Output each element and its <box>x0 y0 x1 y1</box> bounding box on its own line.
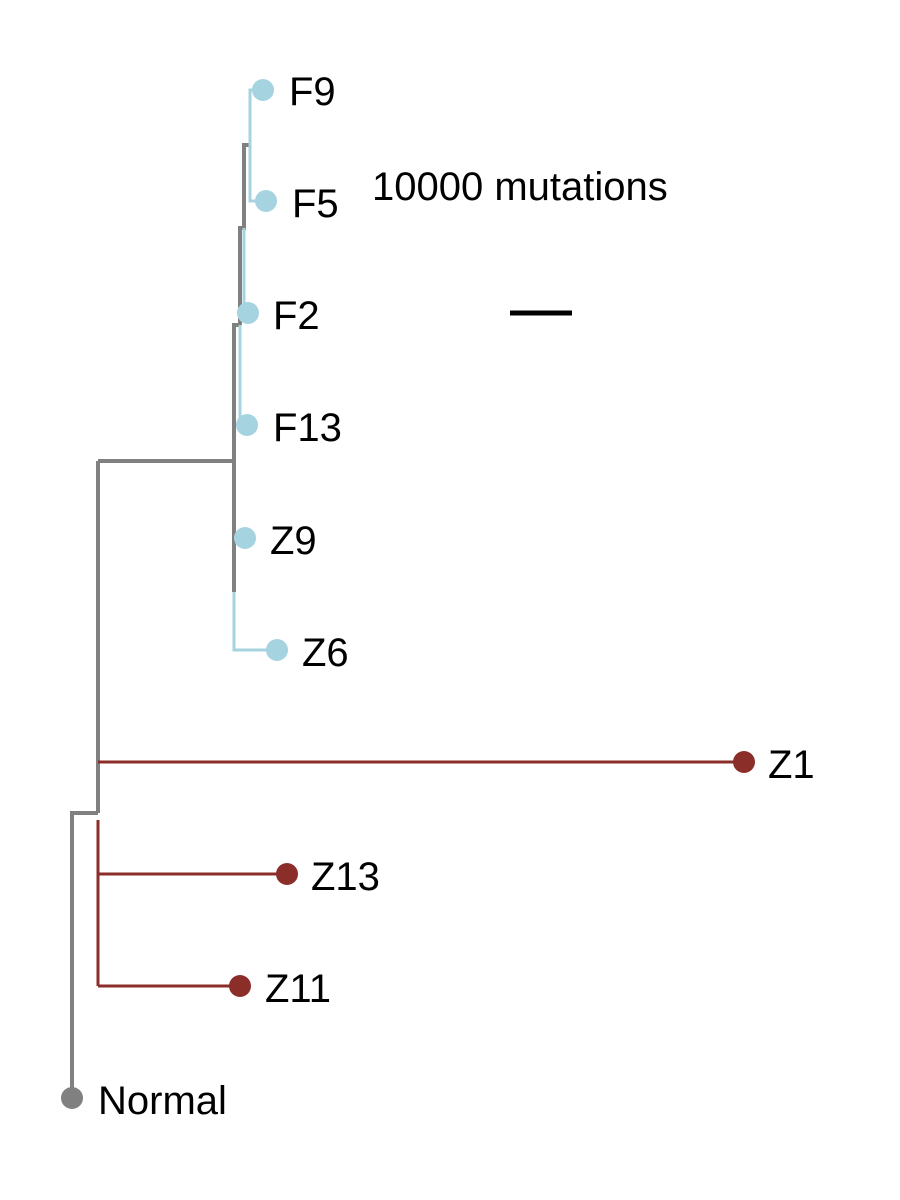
tip-label-z11: Z11 <box>265 967 331 1011</box>
tip-node-z11 <box>229 975 251 997</box>
tip-label-z13: Z13 <box>311 855 380 899</box>
tip-label-f13: F13 <box>273 406 342 450</box>
branch-f2 <box>242 228 248 315</box>
root-branch <box>70 811 98 1098</box>
tip-node-z9 <box>234 527 256 549</box>
tip-nodes <box>61 79 755 1109</box>
tip-node-z6 <box>266 639 288 661</box>
light-clade-branches <box>232 88 277 652</box>
tip-label-z1: Z1 <box>768 743 815 787</box>
tip-node-f5 <box>255 190 277 212</box>
tip-node-f13 <box>236 414 258 436</box>
tip-node-z1 <box>733 751 755 773</box>
tip-label-z9: Z9 <box>270 519 317 563</box>
branch-z6 <box>232 592 277 652</box>
tip-label-normal: Normal <box>98 1079 227 1123</box>
tip-node-z13 <box>276 863 298 885</box>
tip-label-f5: F5 <box>292 182 339 226</box>
light-clade-stem <box>98 459 236 592</box>
tip-node-normal <box>61 1087 83 1109</box>
tip-labels: F9 F5 F2 F13 Z9 Z6 Z1 Z13 Z11 Normal <box>98 70 815 1123</box>
tip-node-f9 <box>252 79 274 101</box>
tip-label-f2: F2 <box>273 294 320 338</box>
tip-node-f2 <box>237 302 259 324</box>
branch-f13 <box>238 325 247 427</box>
tip-label-z6: Z6 <box>302 631 349 675</box>
scale-bar-label: 10000 mutations <box>372 165 668 209</box>
tip-label-f9: F9 <box>289 70 336 114</box>
dark-clade-branches <box>96 760 744 988</box>
